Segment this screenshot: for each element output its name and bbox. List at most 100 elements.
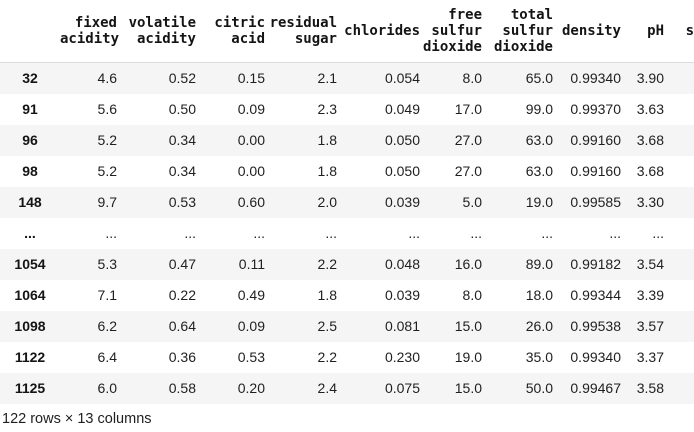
table-cell: 0.60 [237, 194, 265, 210]
table-cell: 0.58 [168, 380, 196, 396]
table-cell: 0.99585 [570, 194, 621, 210]
table-cell: 3.30 [636, 194, 664, 210]
table-cell: ... [253, 225, 265, 241]
column-header: pH [621, 0, 664, 63]
table-cell [664, 187, 694, 218]
column-header: residual sugar [265, 0, 337, 63]
table-cell [664, 249, 694, 280]
table-row: 1064 7.1 0.22 0.49 1.8 0.039 8.0 18.0 0.99344 3.3… [0, 279, 694, 311]
table-cell: 1.8 [317, 132, 337, 148]
table-row: 1098 6.2 0.64 0.09 2.5 0.081 15.0 26.0 0.99538 3.… [0, 310, 694, 342]
table-cell: 63.0 [525, 163, 553, 179]
table-cell: 3.68 [636, 132, 664, 148]
header-row: fixed acidity volatile acidity citric acid… [0, 0, 694, 63]
table-cell: 0.20 [237, 380, 265, 396]
table-cell: 0.050 [384, 163, 420, 179]
table-cell: 0.99160 [570, 163, 621, 179]
table-cell: 0.47 [168, 256, 196, 272]
table-cell: 5.2 [97, 163, 117, 179]
table-row: 98 5.2 0.34 0.00 1.8 0.050 27.0 63.0 0.99160 3.68 [0, 155, 694, 187]
table-cell: ... [408, 225, 420, 241]
table-cell: 26.0 [525, 318, 553, 334]
table-cell: ... [184, 225, 196, 241]
table-cell: 5.6 [97, 101, 117, 117]
column-header: s [664, 0, 694, 63]
row-index: ... [24, 225, 36, 241]
table-cell: 5.2 [97, 132, 117, 148]
table-cell: 3.68 [636, 163, 664, 179]
table-cell: ... [325, 225, 337, 241]
row-index: 1098 [14, 318, 46, 334]
column-header: density [553, 0, 621, 63]
table-cell: 0.34 [168, 132, 196, 148]
table-cell [664, 94, 694, 125]
table-cell: 0.00 [237, 132, 265, 148]
table-cell: 3.57 [636, 318, 664, 334]
row-index: 1054 [14, 256, 46, 272]
table-row: 148 9.7 0.53 0.60 2.0 0.039 5.0 19.0 0.99585 3.30 [0, 186, 694, 218]
table-cell [664, 311, 694, 342]
table-cell: 0.99160 [570, 132, 621, 148]
table-cell: ... [470, 225, 482, 241]
table-cell: 0.52 [168, 70, 196, 87]
table-cell: ... [541, 225, 553, 241]
table-cell: 3.90 [636, 70, 664, 87]
table-cell: 27.0 [454, 132, 482, 148]
table-cell: 5.0 [462, 194, 482, 210]
table-cell: 9.7 [97, 194, 117, 210]
table-cell [664, 156, 694, 187]
table-cell: 99.0 [525, 101, 553, 117]
table-cell: 0.230 [384, 349, 420, 365]
table-cell: ... [652, 225, 664, 241]
table-cell: 8.0 [462, 287, 482, 303]
row-index: 1122 [14, 349, 46, 365]
table-cell: 1.8 [317, 163, 337, 179]
row-index: 1064 [14, 287, 46, 303]
table-cell: 0.99344 [570, 287, 621, 303]
table-cell: 3.63 [636, 101, 664, 117]
table-cell: 0.22 [168, 287, 196, 303]
table-cell: 3.39 [636, 287, 664, 303]
table-cell: 0.99182 [570, 256, 621, 272]
table-cell: 0.039 [384, 287, 420, 303]
table-cell [664, 218, 694, 249]
table-cell: 0.50 [168, 101, 196, 117]
table-cell: 0.081 [384, 318, 420, 334]
table-dimensions-note: 122 rows × 13 columns [2, 410, 152, 427]
table-row: 1122 6.4 0.36 0.53 2.2 0.230 19.0 35.0 0.99340 3.… [0, 341, 694, 373]
column-header: volatile acidity [117, 0, 196, 63]
table-cell: 0.99340 [570, 349, 621, 365]
table-cell: 2.2 [317, 256, 337, 272]
table-cell: 3.58 [636, 380, 664, 396]
row-index: 98 [22, 163, 38, 179]
table-cell: 0.050 [384, 132, 420, 148]
table-cell: 0.09 [237, 101, 265, 117]
table-cell: 2.1 [317, 70, 337, 87]
table-cell: 4.6 [97, 70, 117, 87]
table-row: 1054 5.3 0.47 0.11 2.2 0.048 16.0 89.0 0.99182 3.… [0, 248, 694, 280]
table-cell: 89.0 [525, 256, 553, 272]
table-cell: 0.11 [238, 256, 265, 272]
table-cell [664, 342, 694, 373]
table-cell: 2.3 [317, 101, 337, 117]
row-index: 91 [22, 101, 38, 117]
table-cell: 50.0 [525, 380, 553, 396]
table-cell [664, 280, 694, 311]
table-cell: 35.0 [525, 349, 553, 365]
column-header: total sulfur dioxide [482, 0, 553, 63]
table-cell: 7.1 [97, 287, 117, 303]
row-index: 32 [22, 70, 38, 87]
table-cell: 0.048 [384, 256, 420, 272]
table-cell: 0.99370 [570, 101, 621, 117]
table-cell: 6.2 [97, 318, 117, 334]
table-cell: ... [105, 225, 117, 241]
table-cell: 65.0 [525, 70, 553, 87]
table-cell: 0.53 [168, 194, 196, 210]
row-index: 1125 [14, 380, 46, 396]
dataframe-table: fixed acidity volatile acidity citric acid… [0, 0, 694, 396]
table-cell: 0.34 [168, 163, 196, 179]
table-cell [664, 125, 694, 156]
table-cell: 8.0 [462, 70, 482, 87]
table-cell: 2.2 [317, 349, 337, 365]
table-cell: 0.15 [237, 70, 265, 87]
